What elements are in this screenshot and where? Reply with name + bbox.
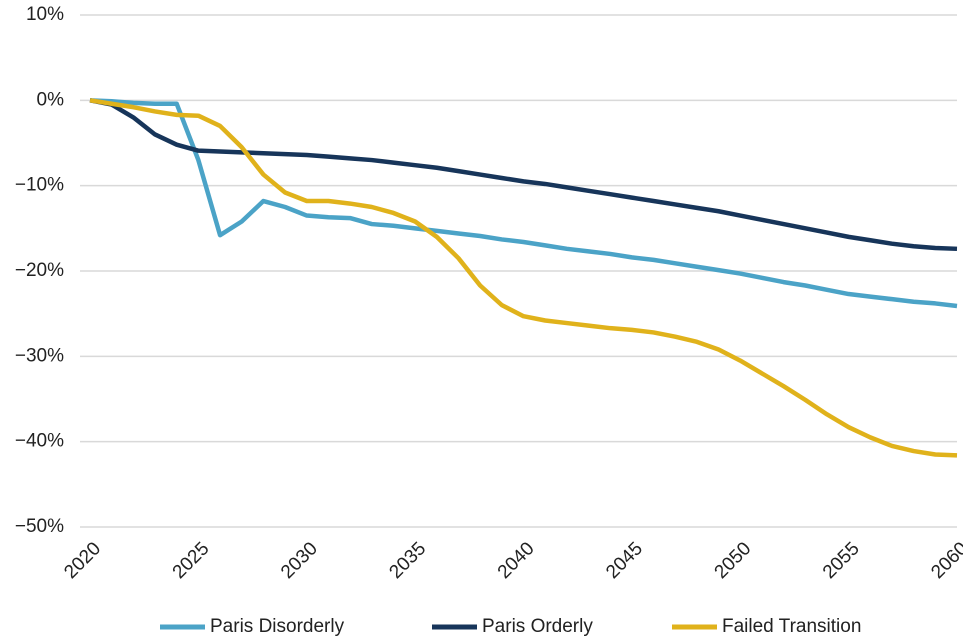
series-line [89,98,958,252]
x-tick-label: 2060 [927,538,963,583]
x-tick-label: 2035 [385,538,430,583]
x-tick-label: 2025 [169,538,214,583]
x-tick-label: 2030 [277,538,322,583]
series-line [89,98,958,309]
x-tick-label: 2040 [494,538,539,583]
y-tick-label: −40% [15,431,64,452]
y-tick-label: 0% [37,89,65,110]
y-tick-label: −50% [15,516,64,537]
y-tick-label: −20% [15,260,64,281]
y-tick-label: 10% [26,4,64,25]
legend-label: Paris Disorderly [210,616,345,637]
y-tick-label: −10% [15,175,64,196]
x-tick-label: 2020 [60,538,105,583]
legend-label: Paris Orderly [482,616,593,637]
x-tick-label: 2050 [711,538,756,583]
legend-label: Failed Transition [722,616,861,637]
series-line [89,98,958,458]
y-tick-label: −30% [15,345,64,366]
x-tick-label: 2055 [819,538,864,583]
x-tick-label: 2045 [602,538,647,583]
